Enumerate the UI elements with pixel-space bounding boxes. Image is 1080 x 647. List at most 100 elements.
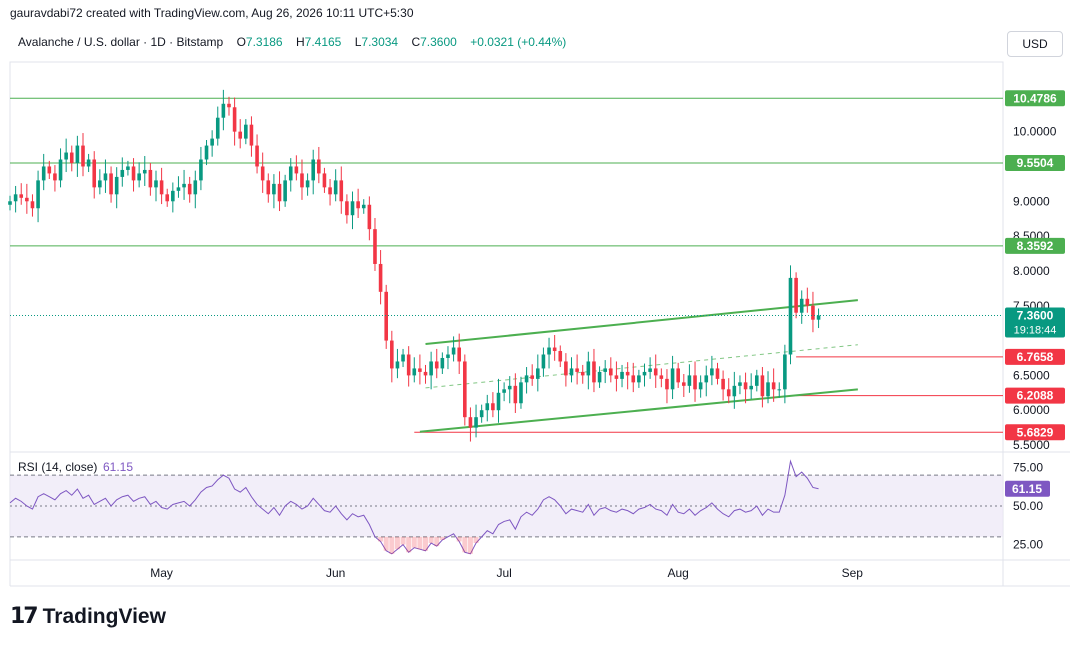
rsi-title: RSI (14, close) bbox=[18, 460, 97, 474]
candle-body bbox=[552, 347, 557, 352]
candle-body bbox=[614, 375, 619, 379]
candle-body bbox=[698, 382, 703, 390]
candle-body bbox=[502, 389, 506, 393]
candle-body bbox=[440, 357, 445, 369]
candle-body bbox=[322, 173, 327, 188]
close-value: 7.3600 bbox=[420, 35, 457, 49]
candle-body bbox=[238, 131, 243, 139]
candle-body bbox=[805, 298, 810, 306]
rsi-line bbox=[9, 459, 819, 555]
candle-body bbox=[625, 371, 630, 376]
candle-body bbox=[406, 354, 411, 376]
candle-body bbox=[131, 166, 136, 181]
candle-body bbox=[210, 138, 214, 146]
candle-body bbox=[137, 173, 141, 181]
candle-body bbox=[69, 152, 74, 163]
candle-body bbox=[266, 180, 271, 195]
tradingview-logo-icon: 17 bbox=[10, 604, 39, 629]
rsi-value-tag-label: 61.15 bbox=[1012, 482, 1042, 496]
level-price-tag-label: 6.7658 bbox=[1017, 350, 1054, 364]
level-price-tag-label: 8.3592 bbox=[1017, 239, 1054, 253]
level-price-tag-label: 10.4786 bbox=[1013, 91, 1057, 105]
candle-body bbox=[221, 103, 226, 118]
level-price-tag bbox=[1005, 154, 1065, 171]
candle-body bbox=[474, 417, 478, 428]
candle-body bbox=[811, 305, 815, 320]
candle-body bbox=[390, 340, 394, 369]
candle-body bbox=[154, 180, 158, 188]
candle-body bbox=[333, 180, 338, 195]
price-axis-tick-label: 8.0000 bbox=[1013, 264, 1050, 278]
low-label: L bbox=[354, 35, 362, 49]
candle-body bbox=[541, 354, 546, 369]
tradingview-logo[interactable]: 17 TradingView bbox=[10, 604, 166, 629]
candle-body bbox=[783, 354, 787, 390]
candle-body bbox=[479, 410, 484, 418]
candle-body bbox=[98, 180, 102, 188]
rsi-axis-tick-label: 25.00 bbox=[1013, 538, 1043, 552]
candle-body bbox=[232, 107, 237, 132]
price-pane-border bbox=[9, 61, 1004, 453]
candle-body bbox=[114, 176, 119, 195]
candle-body bbox=[328, 187, 332, 195]
candle-body bbox=[260, 166, 265, 181]
candle-body bbox=[255, 145, 259, 167]
candle-body bbox=[227, 103, 231, 108]
level-price-tag bbox=[1005, 387, 1065, 404]
rsi-axis-tick-label: 50.00 bbox=[1013, 499, 1043, 513]
candle-body bbox=[244, 124, 248, 139]
candle-body bbox=[277, 183, 282, 202]
candle-body bbox=[288, 166, 293, 181]
candle-body bbox=[204, 145, 209, 160]
symbol-name[interactable]: Avalanche / U.S. dollar · 1D · Bitstamp bbox=[18, 35, 224, 49]
candle-body bbox=[743, 382, 748, 390]
low-value: 7.3034 bbox=[361, 35, 399, 49]
high-value: 7.4165 bbox=[304, 35, 342, 49]
open-label: O bbox=[236, 35, 246, 49]
candle-body bbox=[378, 263, 383, 292]
candle-body bbox=[418, 368, 422, 372]
level-price-tag bbox=[1005, 237, 1065, 254]
level-price-tag bbox=[1005, 90, 1065, 107]
candle-body bbox=[86, 159, 91, 167]
candle-body bbox=[491, 403, 495, 411]
candle-body bbox=[496, 392, 501, 411]
price-axis-tick-label: 6.5000 bbox=[1013, 368, 1050, 382]
candle-body bbox=[429, 361, 433, 376]
tradingview-logo-text: TradingView bbox=[42, 604, 166, 628]
close-label: C bbox=[411, 35, 421, 49]
candle-body bbox=[13, 194, 18, 202]
candle-body bbox=[771, 382, 776, 390]
candle-body bbox=[519, 382, 523, 404]
candle-body bbox=[215, 117, 220, 139]
price-axis-tick-label: 5.5000 bbox=[1013, 438, 1050, 452]
candle-body bbox=[361, 204, 366, 209]
last-price-tag bbox=[1005, 307, 1065, 338]
candle-body bbox=[283, 180, 287, 202]
candle-body bbox=[513, 385, 518, 404]
candle-body bbox=[446, 354, 450, 358]
candle-body bbox=[592, 361, 596, 383]
candle-body bbox=[569, 368, 574, 376]
candle-countdown: 19:18:44 bbox=[1014, 325, 1057, 337]
currency-button[interactable]: USD bbox=[1007, 31, 1063, 57]
candle-body bbox=[648, 368, 652, 372]
candle-body bbox=[36, 180, 40, 209]
candle-body bbox=[524, 375, 529, 383]
candle-body bbox=[586, 361, 591, 376]
candle-body bbox=[485, 403, 490, 411]
time-axis-label: Aug bbox=[668, 566, 689, 580]
channel-upper-line bbox=[425, 299, 858, 346]
candle-body bbox=[199, 159, 203, 181]
candle-body bbox=[580, 371, 585, 376]
time-axis-label: Jun bbox=[326, 566, 345, 580]
candle-body bbox=[182, 183, 186, 188]
candle-body bbox=[642, 371, 647, 376]
candle-body bbox=[463, 361, 467, 418]
candle-body bbox=[350, 201, 355, 216]
candle-body bbox=[558, 351, 563, 362]
candle-body bbox=[637, 375, 641, 383]
candle-body bbox=[317, 159, 321, 174]
candle-body bbox=[294, 166, 299, 174]
